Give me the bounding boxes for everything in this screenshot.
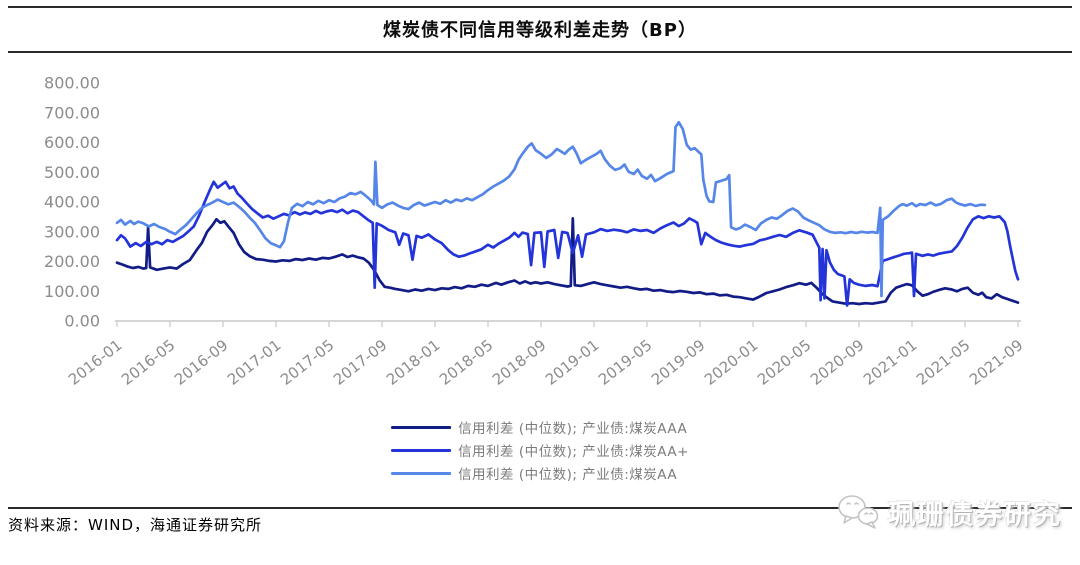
x-axis-label: 2016-09: [171, 336, 231, 389]
legend-item-aa-plus: 信用利差 (中位数); 产业债:煤炭AA+: [391, 440, 689, 460]
legend-item-aa: 信用利差 (中位数); 产业债:煤炭AA: [391, 463, 689, 483]
y-axis-label: 0.00: [64, 312, 100, 331]
chart-title: 煤炭债不同信用等级利差走势（BP）: [383, 20, 697, 41]
x-axis-label: 2018-09: [489, 336, 549, 389]
title-divider: [8, 51, 1072, 53]
legend-label-aa-plus: 信用利差 (中位数); 产业债:煤炭AA+: [458, 444, 689, 460]
x-axis-label: 2017-09: [330, 336, 390, 389]
x-axis-label: 2021-05: [913, 336, 973, 389]
y-axis-label: 800.00: [44, 74, 100, 93]
line-chart-canvas: 0.00 100.00 200.00 300.00 400.00 500.00 600.00…: [44, 74, 1026, 389]
series-line-2: [115, 120, 987, 298]
legend-label-aaa: 信用利差 (中位数); 产业债:煤炭AAA: [458, 421, 688, 437]
watermark: 珮珊债券研究: [836, 492, 1062, 532]
y-axis-label: 700.00: [44, 103, 100, 122]
y-axis-label: 300.00: [44, 222, 100, 241]
footer-divider: [8, 507, 1072, 509]
x-axis-label: 2019-01: [542, 336, 602, 389]
x-axis-label: 2019-09: [648, 336, 708, 389]
x-axis-label: 2020-05: [754, 336, 814, 389]
legend-line-swatch-aaa: [391, 425, 452, 429]
x-axis-label: 2017-05: [277, 336, 337, 389]
y-axis-label: 500.00: [44, 163, 100, 182]
legend: 信用利差 (中位数); 产业债:煤炭AAA 信用利差 (中位数); 产业债:煤炭…: [391, 417, 689, 483]
x-axis-label: 2020-09: [807, 336, 867, 389]
x-axis-label: 2019-05: [595, 336, 655, 389]
top-rule: [8, 6, 1072, 8]
y-axis-label: 200.00: [44, 252, 100, 271]
y-axis: 0.00 100.00 200.00 300.00 400.00 500.00 600.00…: [44, 74, 100, 331]
wechat-icon: [838, 495, 879, 529]
source-text: 资料来源：WIND，海通证券研究所: [8, 516, 263, 534]
watermark-text: 珮珊债券研究: [888, 499, 1062, 531]
x-axis-label: 2016-01: [65, 336, 125, 389]
y-axis-label: 100.00: [44, 282, 100, 301]
x-axis-label: 2017-01: [224, 336, 284, 389]
x-axis-label: 2018-01: [383, 336, 443, 389]
x-axis: 2016-012016-052016-092017-012017-052017-…: [65, 320, 1026, 389]
x-axis-label: 2016-05: [118, 336, 178, 389]
x-axis-label: 2018-05: [436, 336, 496, 389]
x-axis-label: 2021-09: [966, 336, 1026, 389]
legend-line-swatch-aa: [391, 471, 452, 475]
x-axis-label: 2021-01: [860, 336, 920, 389]
x-axis-label: 2020-01: [701, 336, 761, 389]
y-axis-label: 600.00: [44, 133, 100, 152]
legend-line-swatch-aa-plus: [391, 448, 452, 452]
line-chart: 0.00 100.00 200.00 300.00 400.00 500.00 600.00…: [0, 55, 1080, 410]
series-line-0: [115, 217, 1020, 306]
legend-label-aa: 信用利差 (中位数); 产业债:煤炭AA: [458, 467, 678, 483]
y-axis-label: 400.00: [44, 193, 100, 212]
legend-item-aaa: 信用利差 (中位数); 产业债:煤炭AAA: [391, 417, 689, 437]
